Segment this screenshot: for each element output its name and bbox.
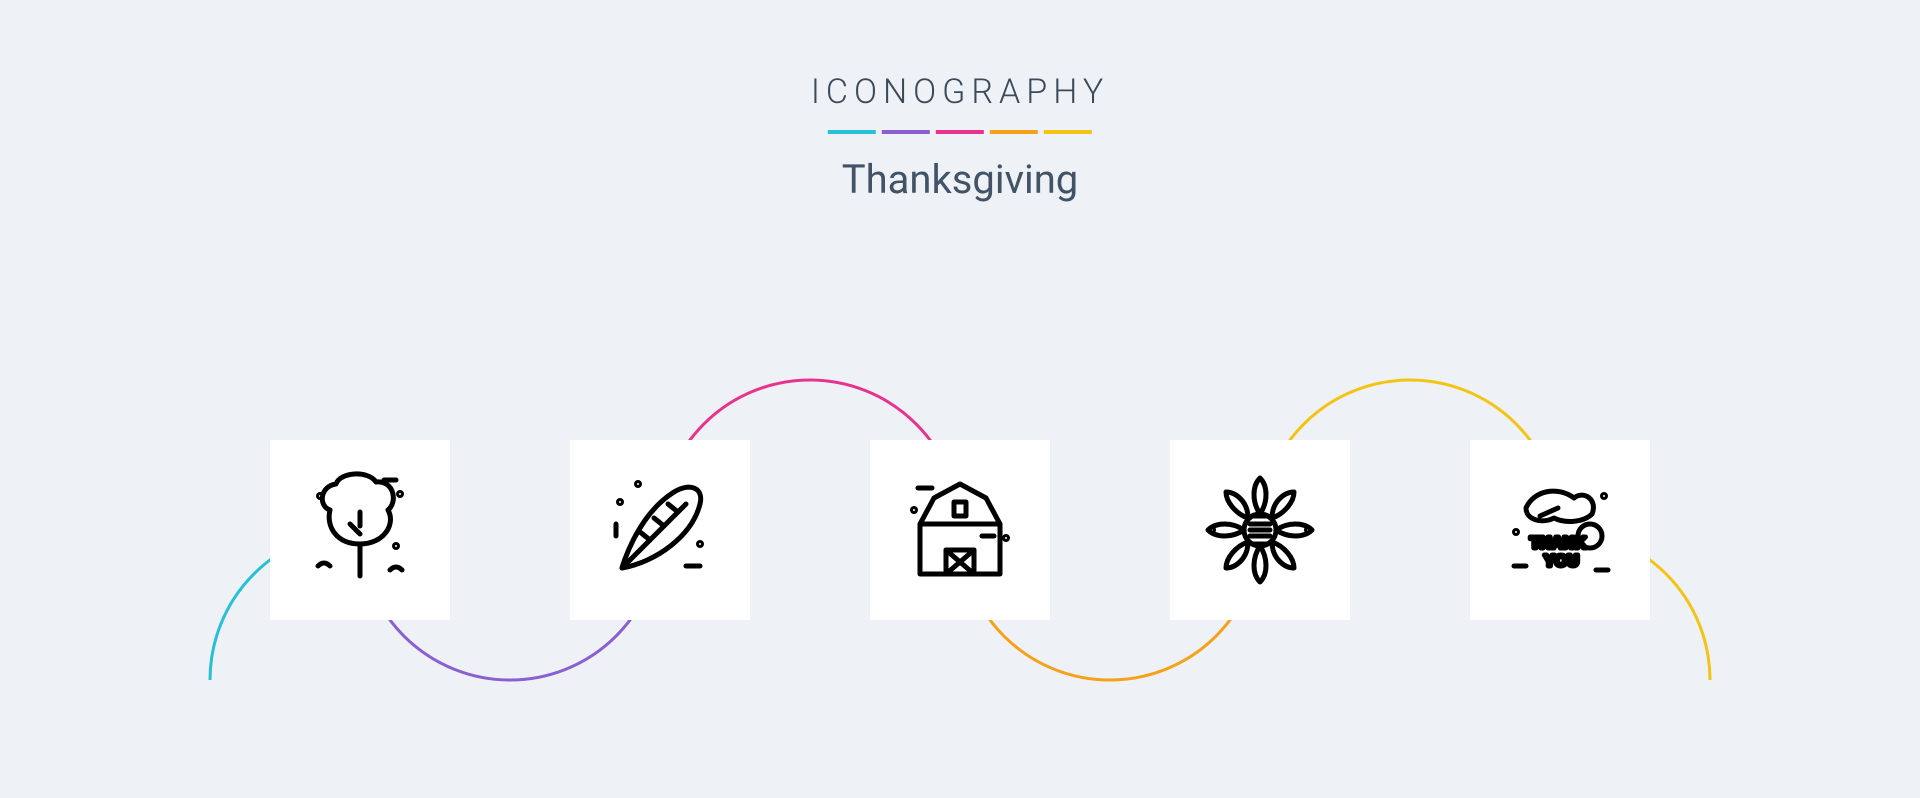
icon-tile-tree [270, 440, 450, 620]
thank-you-text-line1: THANK [1530, 535, 1586, 552]
tree-icon [296, 466, 424, 594]
accent-segment [882, 130, 930, 134]
brand-wordmark: ICONOGRAPHY [811, 72, 1109, 112]
icon-tile-feather [570, 440, 750, 620]
thank-you-icon: THANK YOU [1496, 466, 1624, 594]
header: ICONOGRAPHY Thanksgiving [811, 72, 1109, 203]
icon-tile-sunflower [1170, 440, 1350, 620]
accent-segment [828, 130, 876, 134]
sunflower-icon [1196, 466, 1324, 594]
icon-tile-barn [870, 440, 1050, 620]
accent-segment [1044, 130, 1092, 134]
accent-segment [936, 130, 984, 134]
thank-you-text-line2: YOU [1544, 553, 1579, 570]
feather-icon [596, 466, 724, 594]
icon-tile-thank-you: THANK YOU [1470, 440, 1650, 620]
barn-icon [896, 466, 1024, 594]
accent-segment [990, 130, 1038, 134]
pack-title: Thanksgiving [811, 156, 1109, 203]
accent-underline [811, 130, 1109, 134]
